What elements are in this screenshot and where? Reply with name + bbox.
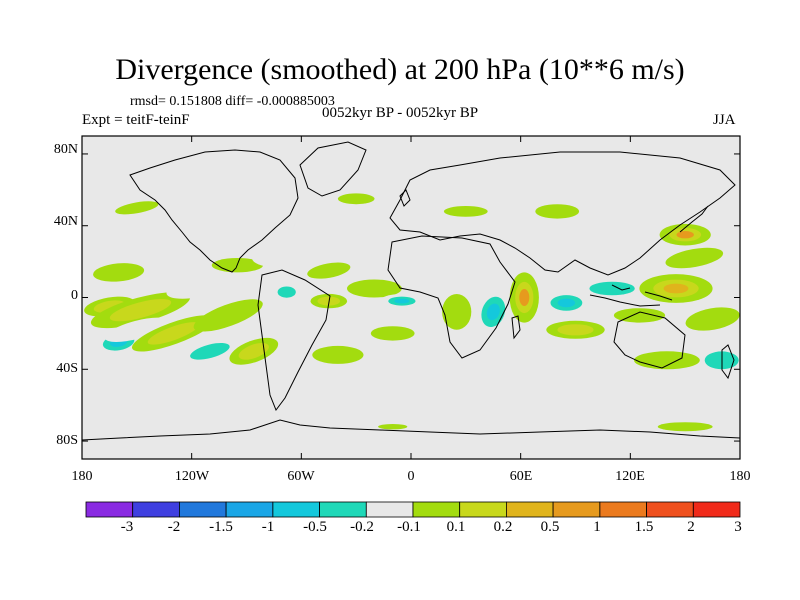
lat-label-80s: 80S xyxy=(56,433,78,448)
colorbar-swatch xyxy=(272,501,320,518)
divergence-blob-peak xyxy=(394,298,410,304)
colorbar-label: 0.1 xyxy=(446,519,466,535)
divergence-blob xyxy=(613,308,666,323)
colorbar-swatch xyxy=(552,501,601,518)
coastline-layer xyxy=(82,141,740,441)
colorbar-swatch xyxy=(365,501,414,518)
coastline-greenland xyxy=(299,141,367,197)
colorbar-label: 1.5 xyxy=(634,519,654,535)
divergence-blob xyxy=(312,345,364,364)
lon-label-60e: 60E xyxy=(509,469,533,484)
colorbar-swatch xyxy=(225,501,274,518)
lon-label-180e: 180 xyxy=(729,469,751,484)
divergence-blob-peak xyxy=(663,283,689,294)
divergence-blob-core xyxy=(557,324,594,336)
colorbar-swatch xyxy=(412,501,461,518)
divergence-blob-peak xyxy=(676,231,694,239)
coastline-eurasia xyxy=(389,151,736,276)
divergence-blob xyxy=(104,317,169,342)
colorbar-swatch xyxy=(132,501,180,518)
divergence-blob-core xyxy=(238,342,269,360)
colorbar-swatch xyxy=(599,501,648,518)
colorbar-label: -3 xyxy=(120,519,134,535)
lon-label-180w: 180 xyxy=(71,469,93,484)
lon-label-120e: 120E xyxy=(615,469,645,484)
divergence-blob xyxy=(115,201,159,215)
colorbar-label: -0.5 xyxy=(303,519,327,535)
divergence-blob-core xyxy=(147,322,200,345)
colorbar-label: -0.1 xyxy=(397,519,421,535)
colorbar-label: -1 xyxy=(261,519,275,535)
lat-label-0: 0 xyxy=(71,288,78,303)
lon-label-120w: 120W xyxy=(174,469,210,484)
divergence-blob xyxy=(82,243,128,262)
coastline-north-america xyxy=(129,149,299,273)
divergence-blob xyxy=(378,424,408,430)
divergence-blob xyxy=(443,206,488,217)
coastline-australia xyxy=(613,311,686,369)
divergence-blob xyxy=(442,294,472,330)
coastline-new-zealand xyxy=(721,344,735,380)
colorbar-label: 2 xyxy=(687,519,695,535)
divergence-blob xyxy=(370,326,415,341)
divergence-blob-peak xyxy=(486,303,500,321)
divergence-blob xyxy=(685,307,740,331)
divergence-blob xyxy=(337,193,375,205)
colorbar-label: 1 xyxy=(593,519,601,535)
divergence-blob xyxy=(193,299,263,332)
divergence-blob xyxy=(634,351,700,370)
divergence-blob-core xyxy=(190,342,230,360)
divergence-blob-peak xyxy=(519,289,530,306)
divergence-blob-core xyxy=(109,298,172,322)
map-title: Divergence (smoothed) at 200 hPa (10**6 … xyxy=(115,53,685,86)
divergence-blob xyxy=(535,204,580,219)
divergence-blob xyxy=(166,278,225,299)
colorbar-swatch xyxy=(319,501,367,518)
coastline-antarctica xyxy=(82,419,740,441)
colorbar-label: -1.5 xyxy=(209,519,233,535)
colorbar xyxy=(85,501,741,518)
coastline-madagascar xyxy=(511,315,521,340)
colorbar-label: 0.2 xyxy=(493,519,513,535)
experiment-text: Expt = teitF-teinF xyxy=(82,112,190,128)
lat-label-40n: 40N xyxy=(53,214,78,229)
divergence-blob xyxy=(347,279,402,298)
period-text: 0052kyr BP - 0052kyr BP xyxy=(322,105,479,121)
contour-fill-layer xyxy=(82,193,740,432)
divergence-blob xyxy=(307,262,351,279)
lon-label-60w: 60W xyxy=(287,469,315,484)
divergence-blob xyxy=(93,263,145,282)
colorbar-swatch xyxy=(178,501,227,518)
colorbar-label: -2 xyxy=(167,519,181,535)
colorbar-swatch xyxy=(85,501,134,518)
divergence-blob-core xyxy=(589,281,635,296)
divergence-blob xyxy=(657,422,713,432)
colorbar-label: 0.5 xyxy=(540,519,560,535)
axis-ticks xyxy=(81,136,741,459)
colorbar-label: 3 xyxy=(734,519,742,535)
colorbar-label: -0.2 xyxy=(350,519,374,535)
coastline-south-america xyxy=(257,269,331,412)
colorbar-swatch xyxy=(459,501,507,518)
lon-label-0: 0 xyxy=(407,469,415,484)
coastline-japan xyxy=(679,205,709,233)
divergence-blob xyxy=(252,249,296,267)
lat-label-80n: 80N xyxy=(53,142,78,157)
lat-label-40s: 40S xyxy=(56,361,78,376)
coastline-indonesia xyxy=(589,284,673,307)
coastline-british-isles xyxy=(399,189,411,207)
colorbar-swatch xyxy=(646,501,694,518)
season-text: JJA xyxy=(713,112,736,128)
coastline-africa xyxy=(387,235,516,359)
stats-text: rmsd= 0.151808 diff= -0.000885003 xyxy=(130,94,335,109)
colorbar-swatch xyxy=(505,501,554,518)
divergence-blob-peak xyxy=(557,298,576,308)
divergence-blob xyxy=(665,247,724,269)
divergence-blob-core xyxy=(277,286,296,298)
colorbar-swatch xyxy=(692,501,741,518)
divergence-blob xyxy=(549,238,602,250)
